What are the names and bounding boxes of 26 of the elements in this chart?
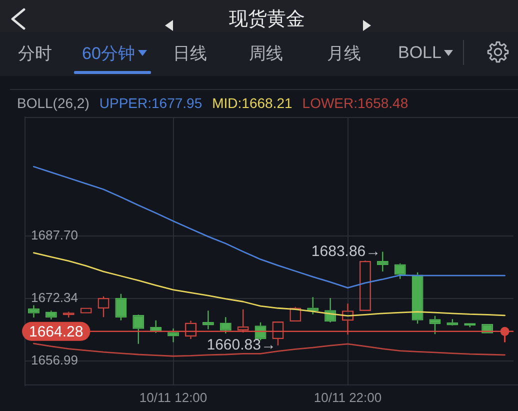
candlestick — [429, 315, 441, 335]
text: 月线 — [327, 42, 361, 64]
candlestick — [202, 310, 214, 330]
legend-title: BOLL(26,2) — [17, 95, 90, 111]
x-tick-label: 10/11 22:00 — [314, 390, 382, 405]
text: MID:1668.21 — [212, 95, 292, 111]
candlestick — [45, 310, 57, 320]
text: 60分钟 — [82, 42, 135, 64]
candlestick — [168, 328, 180, 343]
y-tick-label: 1672.34 — [31, 290, 78, 306]
candlestick — [28, 304, 40, 318]
x-tick-label: 10/11 12:00 — [139, 390, 208, 405]
annotation: 1683.86→ — [311, 242, 381, 260]
text: UPPER:1677.95 — [99, 95, 202, 111]
text: 周线 — [249, 42, 283, 64]
candlestick — [307, 296, 319, 315]
annotation: 1660.83→ — [206, 336, 276, 354]
text: 分时 — [18, 42, 52, 64]
text: BOLL — [398, 43, 442, 63]
ref-line-label: 1664.28 — [28, 324, 84, 341]
chart-title: 现货黄金 — [228, 8, 306, 32]
text: 日线 — [173, 42, 207, 64]
y-tick-label: 1656.99 — [31, 352, 78, 368]
text: LOWER:1658.48 — [302, 95, 408, 111]
candlestick — [376, 251, 388, 272]
y-tick-label: 1687.70 — [31, 228, 78, 243]
